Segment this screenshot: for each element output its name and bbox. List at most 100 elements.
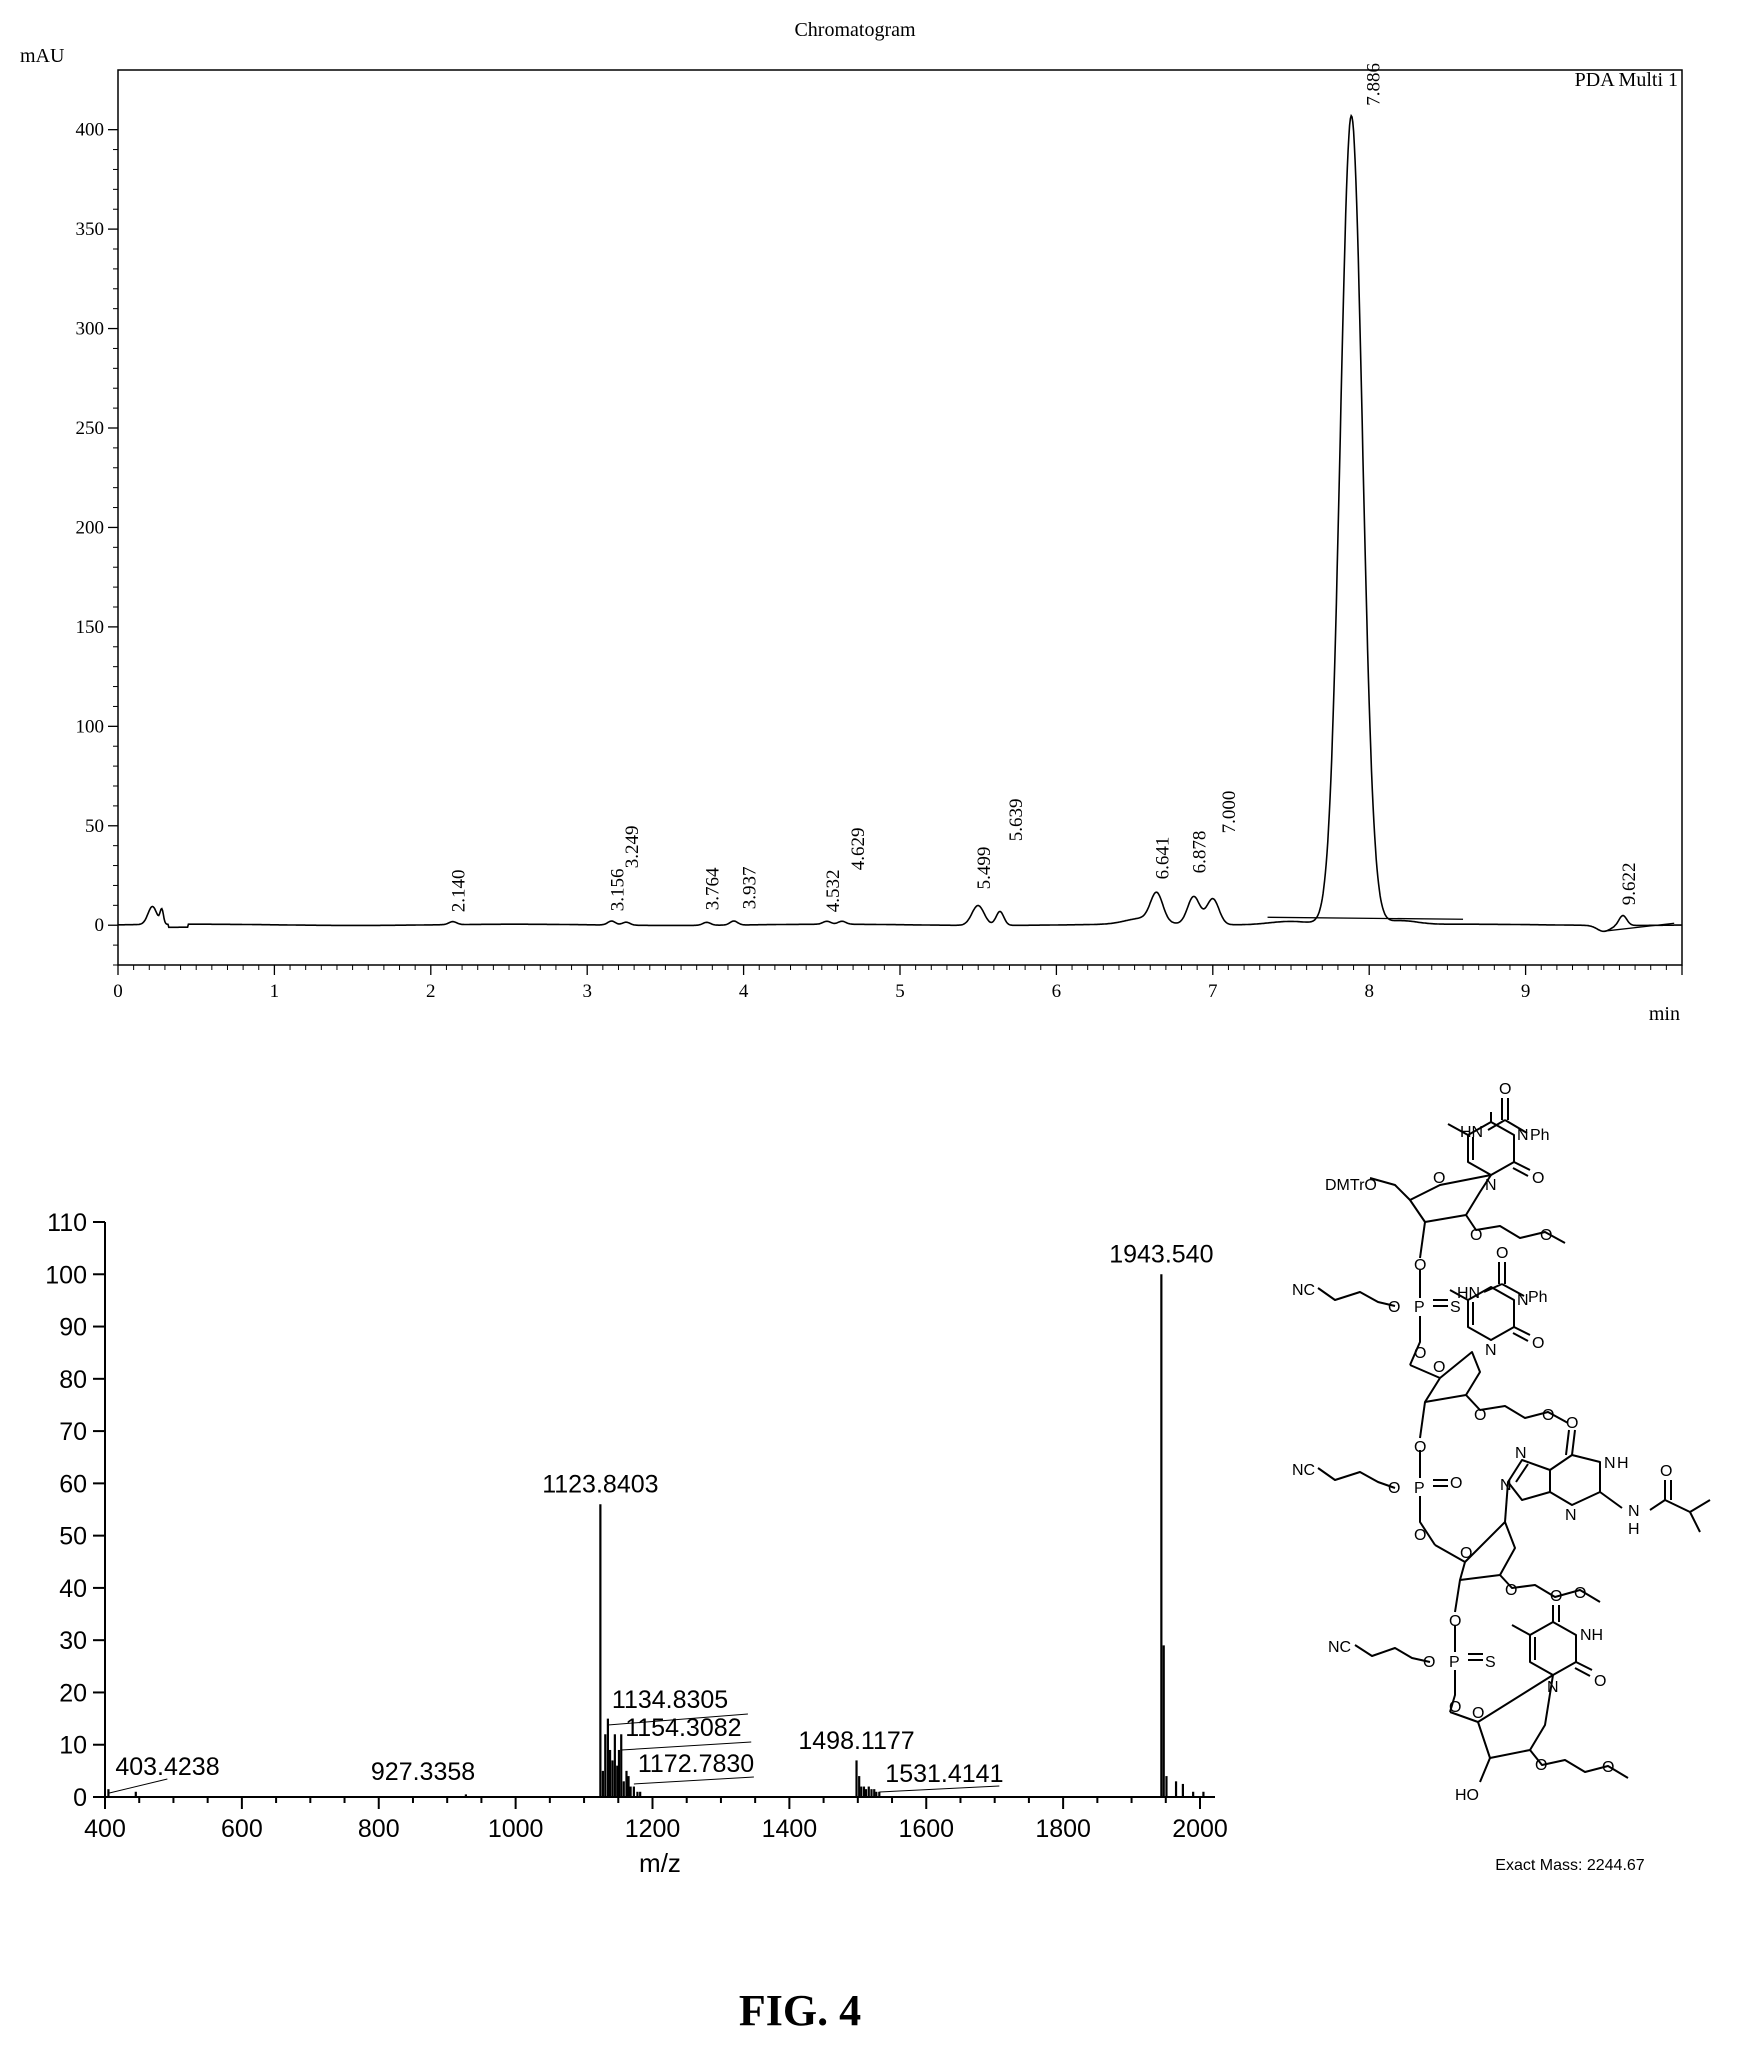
peak-label: 6.878 — [1190, 831, 1211, 874]
atom-label: NC — [1292, 1282, 1315, 1299]
y-tick-label: 10 — [59, 1732, 87, 1760]
ms-peak-label: 1943.540 — [1109, 1240, 1213, 1268]
ms-peak-label: 927.3358 — [371, 1758, 475, 1786]
y-tick-label: 300 — [76, 319, 105, 340]
ms-label-leader — [621, 1741, 752, 1751]
peak-label: 6.641 — [1153, 837, 1174, 880]
x-tick-label: 1600 — [898, 1815, 954, 1843]
atom-label: O — [1414, 1257, 1426, 1274]
x-tick-label: 7 — [1208, 981, 1218, 1002]
peak-label: 3.249 — [622, 825, 643, 868]
atom-label: H — [1617, 1455, 1629, 1472]
exact-mass: Exact Mass: 2244.67 — [1495, 1857, 1645, 1874]
chromatogram-frame — [117, 69, 1683, 966]
atom-label: O — [1550, 1588, 1562, 1605]
ms-peak-labels: 403.4238 927.3358 1123.8403 1134.83051154.3… — [109, 1240, 1214, 1794]
atom-label: O — [1414, 1345, 1426, 1362]
peak-label: 4.629 — [848, 827, 869, 870]
atom-label: O — [1388, 1480, 1400, 1497]
x-tick-label: 1000 — [488, 1815, 544, 1843]
atom-label: O — [1574, 1585, 1586, 1602]
x-tick-label: 1200 — [625, 1815, 681, 1843]
atom-label: N — [1515, 1445, 1527, 1462]
y-tick-label: 250 — [76, 418, 105, 439]
atom-label: P — [1449, 1654, 1460, 1671]
atom-label: N — [1500, 1477, 1512, 1494]
x-tick-label: 2 — [426, 981, 436, 1002]
atom-label: O — [1414, 1527, 1426, 1544]
ms-x-ticks: 400 600 800 1000 1200 1400 1600 1800 2000 — [84, 1797, 1228, 1843]
peak-label: 3.764 — [703, 867, 724, 910]
atom-label: O — [1542, 1407, 1554, 1424]
y-tick-label: 100 — [45, 1261, 87, 1289]
atom-label: Ph — [1530, 1127, 1550, 1144]
x-tick-label: 4 — [739, 981, 749, 1002]
ms-peak-label: 1531.4141 — [885, 1760, 1003, 1788]
y-tick-label: 30 — [59, 1627, 87, 1655]
dmtro-label: DMTrO — [1325, 1177, 1377, 1194]
atom-label: P — [1414, 1480, 1425, 1497]
ms-peak-label: 1154.3082 — [625, 1714, 741, 1742]
ms-peak-label: 403.4238 — [115, 1753, 219, 1781]
atom-label: O — [1594, 1673, 1606, 1690]
y-tick-label: 400 — [76, 120, 105, 141]
y-tick-label: 0 — [73, 1784, 87, 1812]
peak-label: 3.156 — [608, 868, 629, 911]
peak-label: 3.937 — [740, 866, 761, 909]
ms-label-leader — [879, 1785, 1000, 1793]
ms-y-ticks: 0 10 20 30 40 50 60 70 80 90 100 110 — [45, 1209, 105, 1812]
peak-label: 5.499 — [974, 847, 995, 890]
atom-label: N — [1517, 1292, 1529, 1309]
y-tick-label: 50 — [85, 816, 104, 837]
atom-label: O — [1496, 1245, 1508, 1262]
atom-label: O — [1535, 1757, 1547, 1774]
atom-label: O — [1474, 1407, 1486, 1424]
atom-label: O — [1602, 1759, 1614, 1776]
chromatogram-legend: PDA Multi 1 — [1575, 69, 1678, 91]
peak-label: 7.000 — [1219, 791, 1240, 834]
y-tick-label: 40 — [59, 1575, 87, 1603]
ms-peak-label: 1134.8305 — [612, 1686, 728, 1714]
y-tick-label: 100 — [76, 716, 105, 737]
ms-label-leader — [109, 1778, 168, 1794]
atom-label: N — [1517, 1127, 1529, 1144]
peak-label: 7.886 — [1363, 63, 1384, 106]
atom-label: O — [1505, 1582, 1517, 1599]
x-tick-label: 1 — [270, 981, 280, 1002]
atom-label: N — [1485, 1177, 1497, 1194]
atom-label: O — [1470, 1227, 1482, 1244]
peak-label: 2.140 — [449, 869, 470, 912]
atom-label: N — [1565, 1507, 1577, 1524]
chemical-structure — [1317, 1098, 1711, 1783]
atom-label: O — [1388, 1299, 1400, 1316]
atom-label: H — [1628, 1521, 1640, 1538]
y-tick-label: 150 — [76, 617, 105, 638]
atom-label: O — [1532, 1170, 1544, 1187]
y-tick-label: 110 — [47, 1209, 87, 1237]
atom-label: N — [1485, 1342, 1497, 1359]
x-tick-label: 6 — [1052, 981, 1062, 1002]
atom-label: O — [1540, 1227, 1552, 1244]
atom-label: O — [1460, 1545, 1472, 1562]
atom-label: O — [1449, 1613, 1461, 1630]
atom-label: HO — [1455, 1787, 1479, 1804]
ms-peak-label: 1172.7830 — [638, 1750, 754, 1778]
peak-label: 5.639 — [1006, 799, 1027, 842]
atom-label: O — [1532, 1335, 1544, 1352]
atom-label: N — [1628, 1503, 1640, 1520]
structure-atom-labels: DMTrO O HN Ph N O N O O O O NC O P S O O… — [1292, 1081, 1672, 1874]
atom-label: O — [1566, 1415, 1578, 1432]
x-tick-label: 8 — [1364, 981, 1374, 1002]
atom-label: NC — [1292, 1462, 1315, 1479]
atom-label: O — [1433, 1170, 1445, 1187]
x-tick-label: 1800 — [1035, 1815, 1091, 1843]
ms-x-axis-label: m/z — [639, 1848, 681, 1878]
x-tick-label: 1400 — [762, 1815, 818, 1843]
y-tick-label: 70 — [59, 1418, 87, 1446]
atom-label: NC — [1328, 1639, 1351, 1656]
chromatogram-y-axis-label: mAU — [20, 45, 65, 67]
peak-label: 9.622 — [1619, 863, 1640, 906]
ms-label-leader — [607, 1713, 748, 1726]
